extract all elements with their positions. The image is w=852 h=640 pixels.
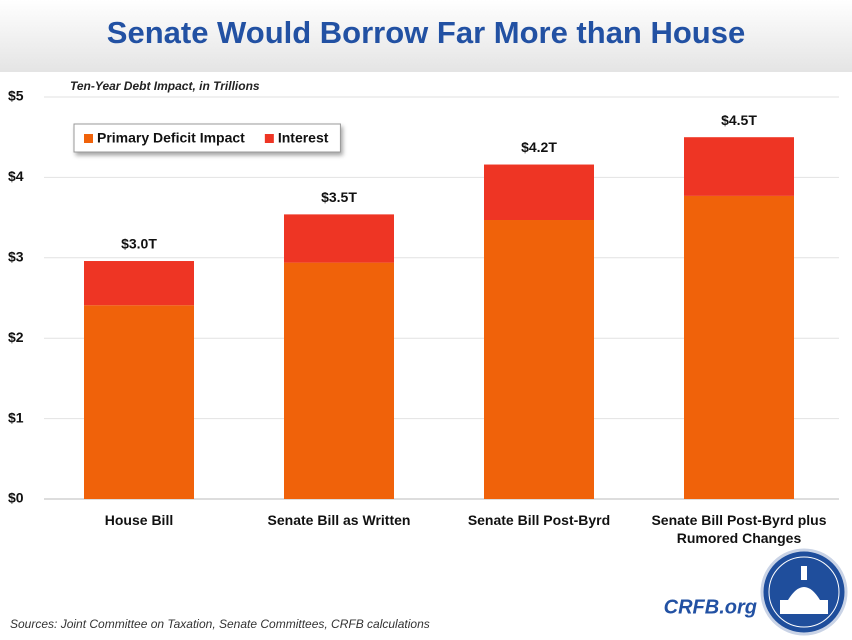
y-tick-label: $4 [8,168,24,184]
x-tick-label: Senate Bill as Written [267,512,411,528]
source: Sources: Joint Committee on Taxation, Se… [10,617,430,631]
bar-segment [684,195,794,499]
total-label: $3.5T [321,189,357,205]
legend-swatch [84,134,93,143]
x-tick-label: Senate Bill Post-Byrd [467,512,611,528]
logo [760,548,848,636]
y-tick-label: $1 [8,409,24,425]
bar-segment [484,220,594,499]
bar-segment [684,137,794,196]
bar-segment [84,305,194,499]
bar-segment [484,164,594,221]
subtitle: Ten-Year Debt Impact, in Trillions [70,79,260,93]
brand: CRFB.org [664,596,757,618]
legend-swatch [264,134,274,143]
header-band [0,0,852,72]
total-label: $4.2T [521,139,557,155]
y-tick-label: $2 [8,329,24,345]
chart-title: Senate Would Borrow Far More than House [107,15,745,50]
y-tick-label: $0 [8,490,24,506]
y-tick-label: $5 [8,88,24,104]
legend-label: Interest [278,130,329,146]
legend-box [73,123,341,153]
legend-label: Primary Deficit Impact [97,130,245,146]
bar-segment [284,262,394,499]
y-tick-label: $3 [8,249,24,265]
bar-segment [84,261,194,306]
legend: Primary Deficit Impact Interest [73,123,341,153]
x-tick-label: Senate Bill Post-Byrd plus Rumored Chang… [651,512,827,546]
total-label: $3.0T [121,236,157,252]
x-tick-label: House Bill [104,512,174,528]
total-label: $4.5T [721,112,757,128]
bar-segment [284,214,394,263]
